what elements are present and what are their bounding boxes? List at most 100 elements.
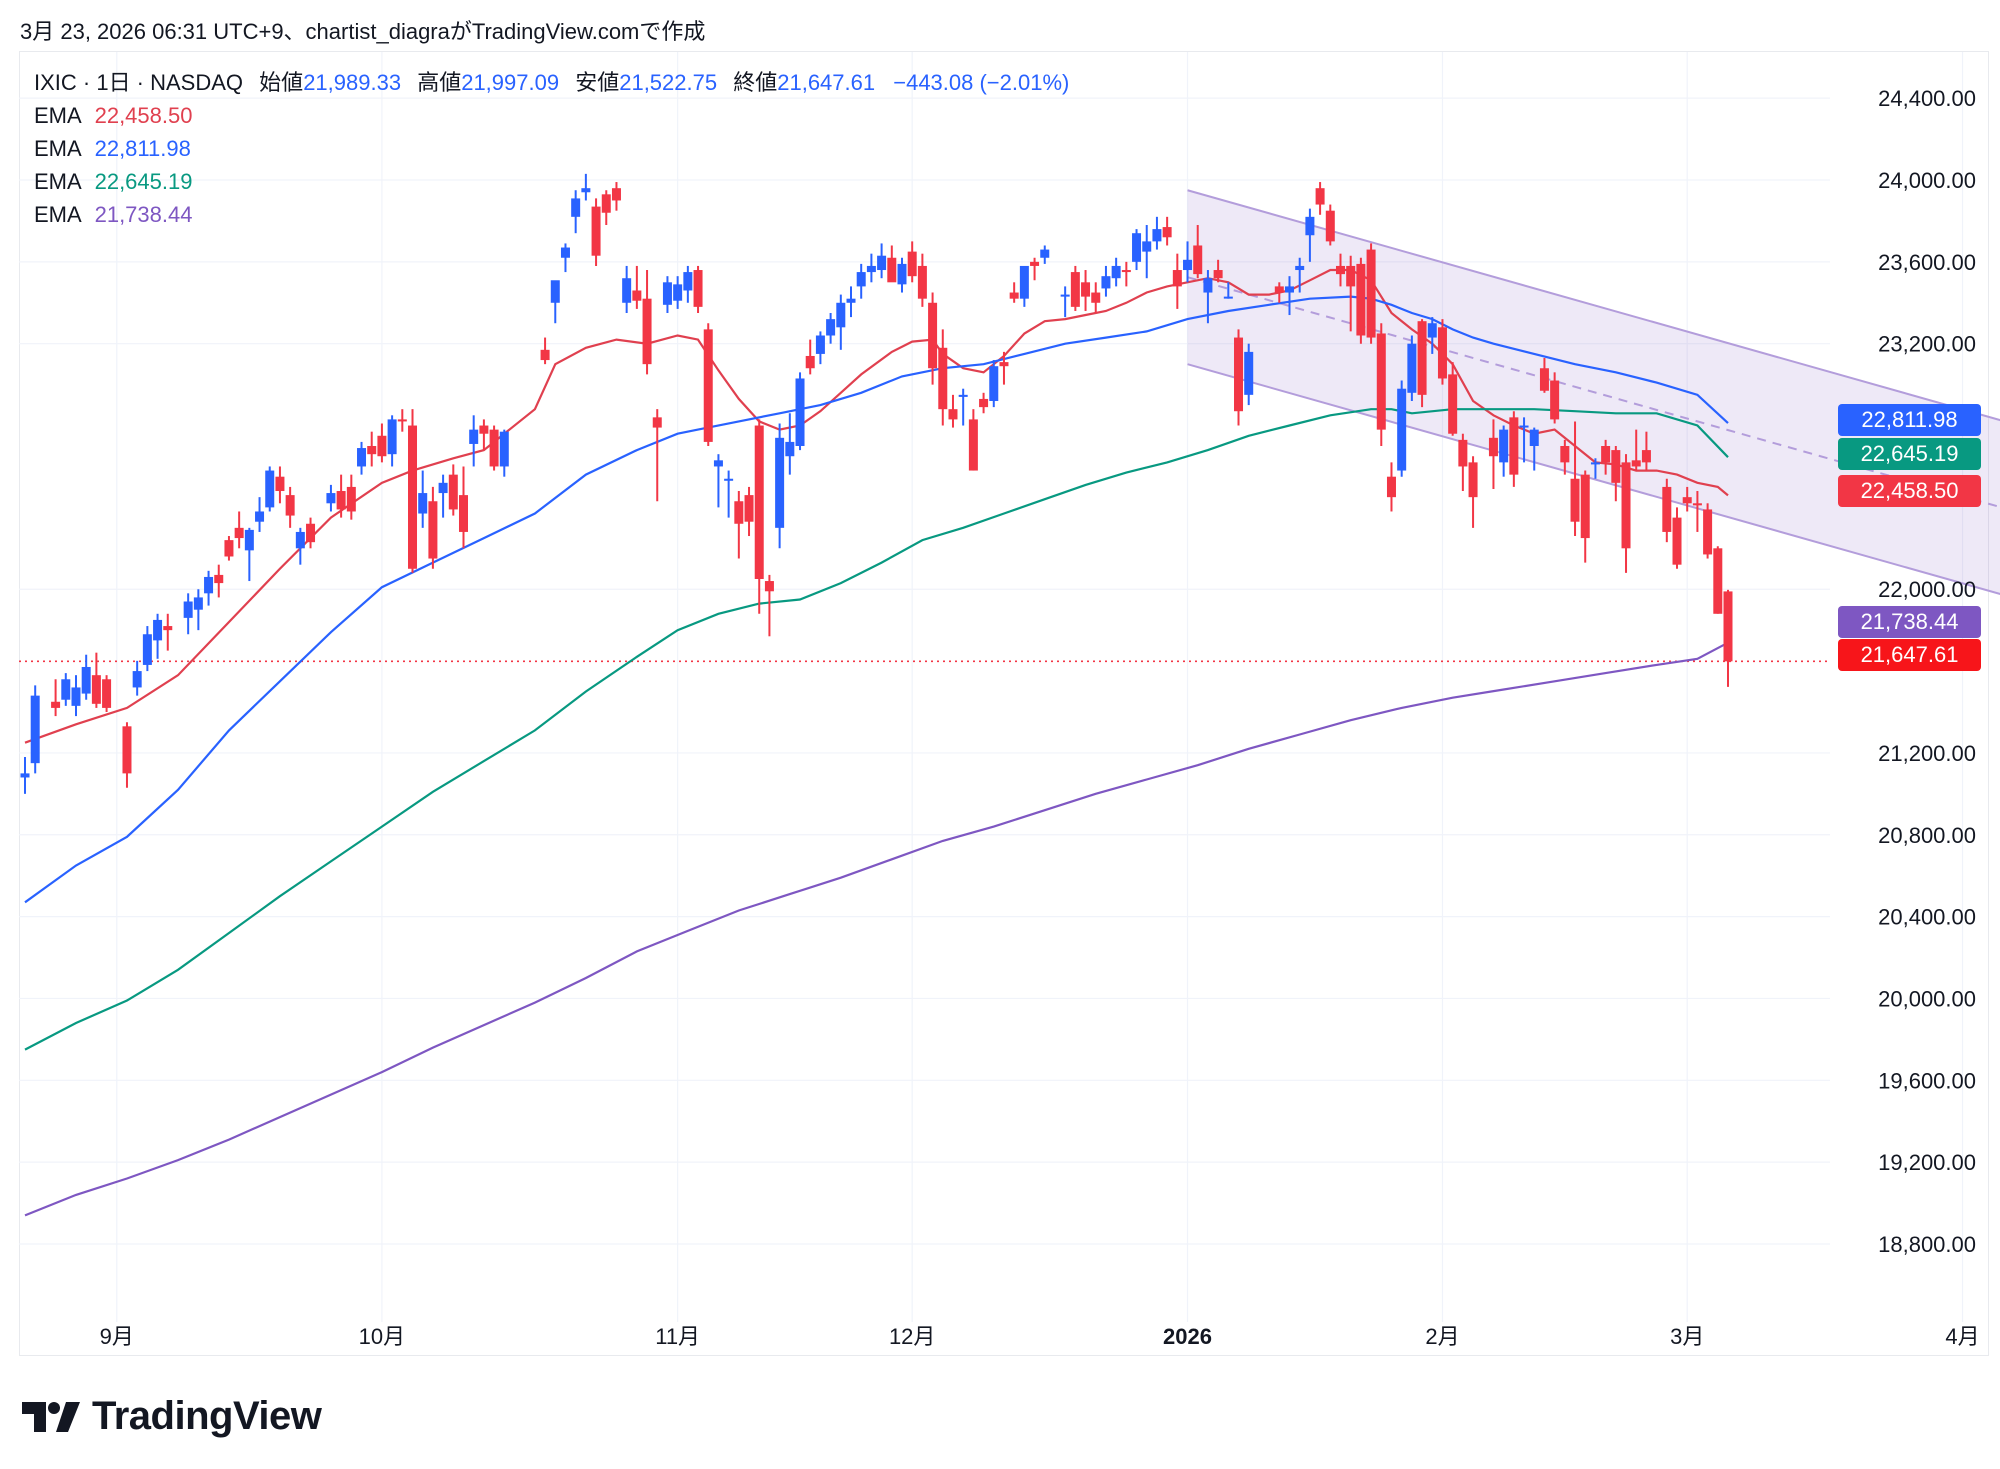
candle — [295, 527, 305, 565]
candle-body — [734, 501, 744, 524]
candle — [1386, 462, 1396, 512]
candle — [1621, 454, 1631, 573]
candle — [1305, 208, 1315, 262]
candle — [856, 263, 866, 299]
candle — [1407, 335, 1417, 401]
candle — [1641, 431, 1651, 471]
candle-body — [1703, 509, 1713, 555]
candle — [1499, 425, 1509, 477]
chart-grid — [19, 52, 1964, 1322]
price-tag: 22,811.98 — [1838, 404, 1981, 436]
candle — [1570, 421, 1580, 537]
candle — [132, 660, 142, 696]
candle — [836, 294, 846, 350]
candle — [1692, 491, 1702, 532]
ema-row-3[interactable]: EMA 22,645.19 — [34, 165, 1069, 198]
candle-body — [591, 206, 601, 256]
candle-body — [132, 671, 142, 688]
candle-body — [1539, 368, 1549, 391]
candle — [1376, 323, 1386, 446]
ema-line-3 — [24, 408, 1729, 1051]
candle-body — [1366, 249, 1376, 338]
candle-body — [163, 626, 173, 631]
candle-body — [428, 501, 438, 559]
x-tick-label: 4月 — [1945, 1324, 1979, 1349]
candle — [30, 685, 40, 774]
tradingview-logo-icon — [22, 1401, 80, 1432]
candle — [540, 337, 550, 365]
ema-line-4 — [24, 641, 1729, 1217]
candle-body — [102, 679, 112, 708]
candle — [1274, 282, 1284, 303]
candle — [1662, 478, 1672, 543]
candle — [193, 589, 203, 631]
candle-body — [1285, 286, 1295, 293]
candle — [703, 323, 713, 446]
candle — [968, 409, 978, 471]
candle-body — [836, 302, 846, 328]
candle — [642, 270, 652, 375]
candle — [1162, 216, 1172, 246]
candle-body — [1183, 259, 1193, 271]
open-label: 始値 — [259, 70, 304, 95]
candle-body — [1162, 227, 1172, 238]
candle-body — [1723, 591, 1733, 662]
x-tick-label: 12月 — [889, 1324, 935, 1349]
candle — [693, 265, 703, 313]
ema-value: 22,811.98 — [94, 136, 191, 161]
candle — [1713, 546, 1723, 614]
candle — [1356, 257, 1366, 344]
ema-label: EMA — [34, 202, 81, 227]
candle-body — [693, 270, 703, 307]
ema-label: EMA — [34, 103, 81, 128]
channel-lower-line — [1187, 363, 2000, 595]
candle-body — [1142, 241, 1152, 252]
candle-body — [683, 272, 693, 291]
candle-body — [1091, 292, 1101, 303]
candle-body — [489, 429, 499, 467]
candle — [999, 351, 1009, 385]
y-tick-label: 21,200.00 — [1878, 741, 1976, 766]
candle — [438, 474, 448, 518]
y-tick-label: 19,600.00 — [1878, 1068, 1976, 1093]
candle — [1091, 282, 1101, 313]
candle-body — [448, 474, 458, 510]
candle-body — [1499, 429, 1509, 463]
price-tag: 21,738.44 — [1838, 606, 1981, 638]
change-value: −443.08 (−2.01%) — [893, 70, 1070, 95]
candle — [795, 372, 805, 451]
candle-body — [1172, 270, 1182, 287]
candle — [1590, 458, 1600, 479]
candle — [764, 574, 774, 637]
x-tick-label: 3月 — [1670, 1324, 1704, 1349]
ema-row-2[interactable]: EMA 22,811.98 — [34, 132, 1069, 165]
candle — [897, 257, 907, 293]
candle — [938, 329, 948, 426]
candle — [387, 415, 397, 467]
candle — [102, 675, 112, 712]
candle — [1346, 255, 1356, 332]
candle-body — [306, 523, 316, 543]
candle — [1611, 446, 1621, 502]
candle — [1193, 225, 1203, 279]
candle-body — [183, 601, 193, 618]
candle — [724, 470, 734, 518]
candle — [1234, 329, 1244, 426]
ema-row-1[interactable]: EMA 22,458.50 — [34, 99, 1069, 132]
candle-body — [224, 540, 234, 557]
tradingview-logo[interactable]: TradingView — [22, 1394, 322, 1439]
candle-body — [326, 493, 336, 504]
candle — [408, 409, 418, 573]
candle — [1203, 270, 1213, 324]
y-tick-label: 19,200.00 — [1878, 1150, 1976, 1175]
candle — [428, 486, 438, 569]
candle-body — [1111, 265, 1121, 279]
candle-body — [601, 194, 611, 213]
candle — [183, 593, 193, 635]
candle — [1009, 282, 1019, 303]
ema-row-4[interactable]: EMA 21,738.44 — [34, 198, 1069, 231]
candle — [1325, 204, 1335, 246]
high-label: 高値 — [417, 70, 462, 95]
candle-body — [1295, 265, 1305, 271]
